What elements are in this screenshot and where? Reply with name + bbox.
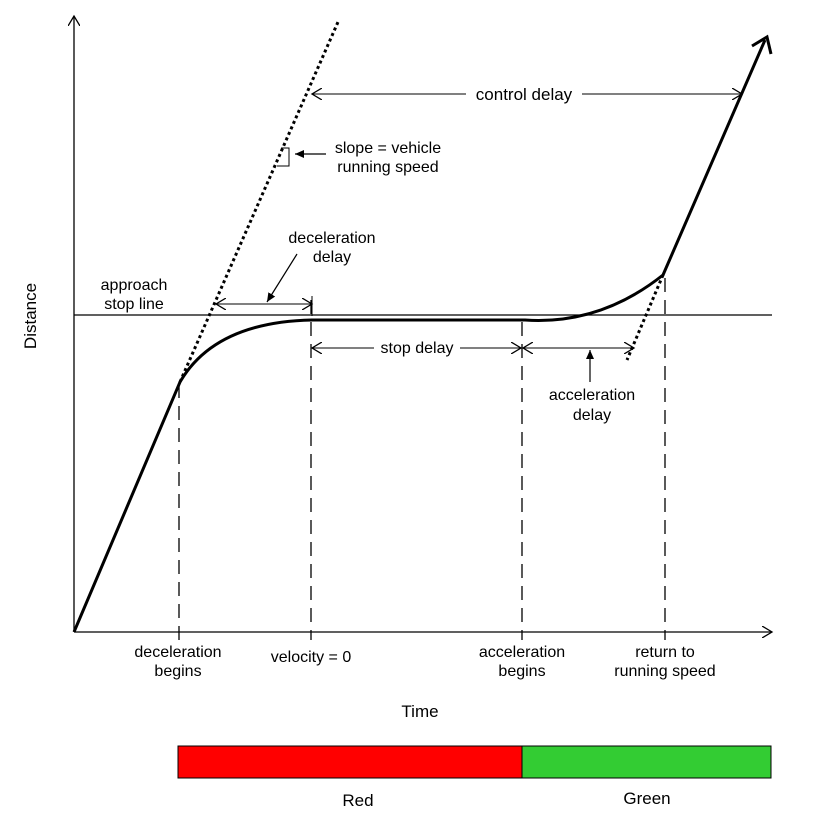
- accel-delay-label-2: delay: [573, 407, 611, 424]
- accel-delay-label-1: acceleration: [549, 387, 635, 404]
- marker-label-velocity: velocity = 0: [271, 649, 352, 666]
- control-delay-label: control delay: [476, 85, 573, 104]
- marker-label-accel-2: begins: [498, 663, 545, 680]
- trajectory-arrowhead: [751, 34, 773, 55]
- decel-delay-label-2: delay: [313, 249, 351, 266]
- decel-delay-label-1: deceleration: [288, 230, 375, 247]
- approach-label-1: approach: [101, 277, 168, 294]
- stop-delay-label: stop delay: [381, 340, 454, 357]
- green-phase-label: Green: [623, 789, 670, 808]
- red-phase-bar: [177, 745, 523, 779]
- marker-label-return-1: return to: [635, 644, 695, 661]
- vehicle-trajectory: [72, 39, 767, 633]
- slope-label-1: slope = vehicle: [335, 140, 441, 157]
- marker-label-return-2: running speed: [614, 663, 715, 680]
- slope-label-2: running speed: [337, 159, 438, 176]
- slope-tick: [277, 147, 290, 167]
- decel-delay-pointer: [266, 253, 298, 303]
- x-axis-label: Time: [401, 702, 438, 721]
- approach-label-2: stop line: [104, 296, 164, 313]
- green-phase-bar: [521, 745, 772, 779]
- marker-label-accel-1: acceleration: [479, 644, 565, 661]
- marker-label-decel-2: begins: [154, 663, 201, 680]
- y-axis-label: Distance: [21, 283, 40, 349]
- marker-label-decel-1: deceleration: [134, 644, 221, 661]
- red-phase-label: Red: [342, 791, 373, 810]
